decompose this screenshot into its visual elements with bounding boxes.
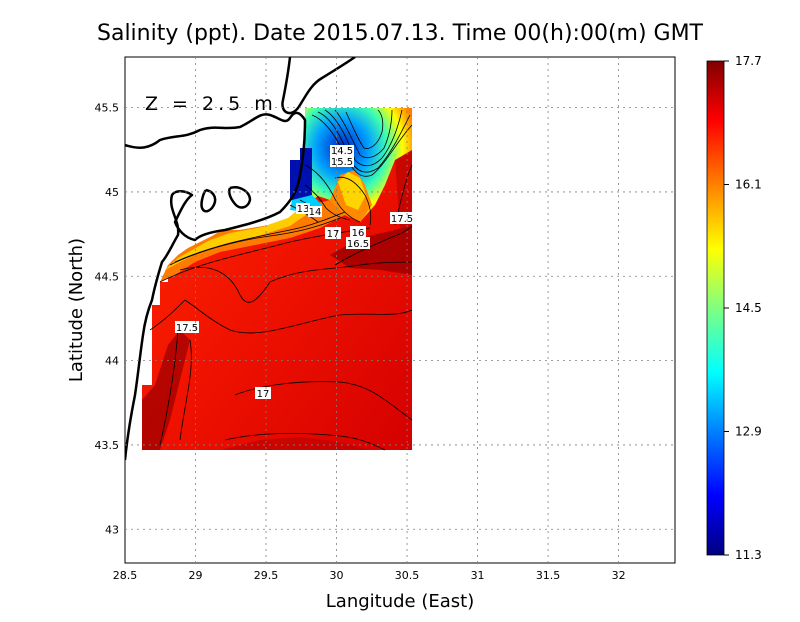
x-tick-label: 30 [330, 569, 344, 582]
x-tick-label: 31 [471, 569, 485, 582]
chart-title: Salinity (ppt). Date 2015.07.13. Time 00… [97, 21, 704, 46]
contour-label: 15.5 [331, 157, 353, 168]
coastline-west [125, 111, 307, 461]
coastline-lake [227, 186, 252, 209]
x-tick-label: 30.5 [395, 569, 420, 582]
contour-lines [149, 109, 413, 451]
x-tick-label: 32 [612, 569, 626, 582]
colorbar-tick-label: 11.3 [735, 548, 762, 562]
contour-label-item: 17 [325, 227, 341, 240]
contour-line [334, 109, 393, 159]
contour-line [334, 176, 372, 226]
sea-yellow-tongue [338, 172, 366, 210]
contour-label: 17.5 [391, 214, 413, 225]
contour-line [311, 114, 413, 177]
colorbar-tick-labels: 17.7 16.1 14.5 12.9 11.3 [724, 54, 762, 562]
y-tick-label: 44 [105, 355, 119, 368]
salinity-field: 17.5 17 17 16 16.5 [125, 57, 414, 461]
contour-line [159, 329, 179, 446]
colorbar-tick-label: 16.1 [735, 178, 762, 192]
contour-label-item: 17.5 [390, 212, 414, 225]
colorbar-tick-label: 12.9 [735, 425, 762, 439]
sea-coastal-band [160, 200, 345, 282]
x-tick-label: 31.5 [536, 569, 561, 582]
colorbar-tick-label: 17.7 [735, 54, 762, 68]
x-tick-label: 29 [189, 569, 203, 582]
sea-coastal-yellow [165, 208, 310, 270]
contour-label-item: 16 [350, 226, 366, 239]
x-axis-title: Langitude (East) [326, 591, 474, 612]
x-tick-label: 29.5 [254, 569, 279, 582]
contour-label-item: 14.5 [330, 145, 354, 157]
contour-line [174, 211, 346, 263]
coastline-north [281, 57, 356, 115]
contour-label: 17 [257, 389, 270, 400]
contour-label-item: 17.5 [175, 321, 199, 334]
contour-label: 13 [297, 204, 310, 215]
sea-patch-sw [142, 330, 190, 450]
contour-line [334, 225, 413, 266]
contour-label-item: 17 [255, 387, 271, 400]
x-tick-labels: 28.5 29 29.5 30 30.5 31 31.5 32 [113, 569, 626, 582]
coastline [125, 57, 356, 461]
contour-label: 14.5 [331, 146, 353, 157]
sea-patch-south [220, 437, 370, 450]
contour-line [324, 109, 403, 167]
depth-label: Z = 2.5 m [145, 93, 277, 115]
y-tick-label: 43 [105, 523, 119, 536]
contour-label: 17.5 [176, 323, 198, 334]
contour-label-item: 15.5 [330, 156, 354, 168]
contour-label-item: 13 [296, 203, 310, 215]
grid-lines [125, 57, 675, 563]
colorbar-tick-label: 14.5 [735, 301, 762, 315]
y-tick-label: 44.5 [95, 270, 120, 283]
y-axis-title: Latitude (North) [66, 238, 87, 382]
contour-line [345, 109, 384, 149]
contour-label-item: 14 [308, 206, 322, 218]
contour-line [169, 217, 341, 266]
contour-line [179, 261, 413, 303]
contour-label: 17 [327, 229, 340, 240]
contour-label: 16 [352, 228, 365, 239]
y-tick-label: 43.5 [95, 439, 120, 452]
contour-label: 16.5 [347, 239, 369, 250]
coastline-inlet [200, 188, 217, 213]
contour-labels: 17.5 17 17 16 16.5 [175, 145, 414, 400]
x-tick-label: 28.5 [113, 569, 138, 582]
contour-label: 14 [309, 207, 322, 218]
contour-line [179, 339, 192, 441]
contour-line [149, 299, 413, 334]
contour-label-item: 16.5 [346, 237, 370, 250]
contour-line [224, 433, 386, 451]
contour-line [304, 184, 351, 221]
y-tick-label: 45.5 [95, 102, 120, 115]
colorbar [706, 60, 725, 556]
contour-line [304, 164, 361, 223]
y-tick-label: 45 [105, 186, 119, 199]
y-tick-labels: 43 43.5 44 44.5 45 45.5 [95, 102, 120, 537]
